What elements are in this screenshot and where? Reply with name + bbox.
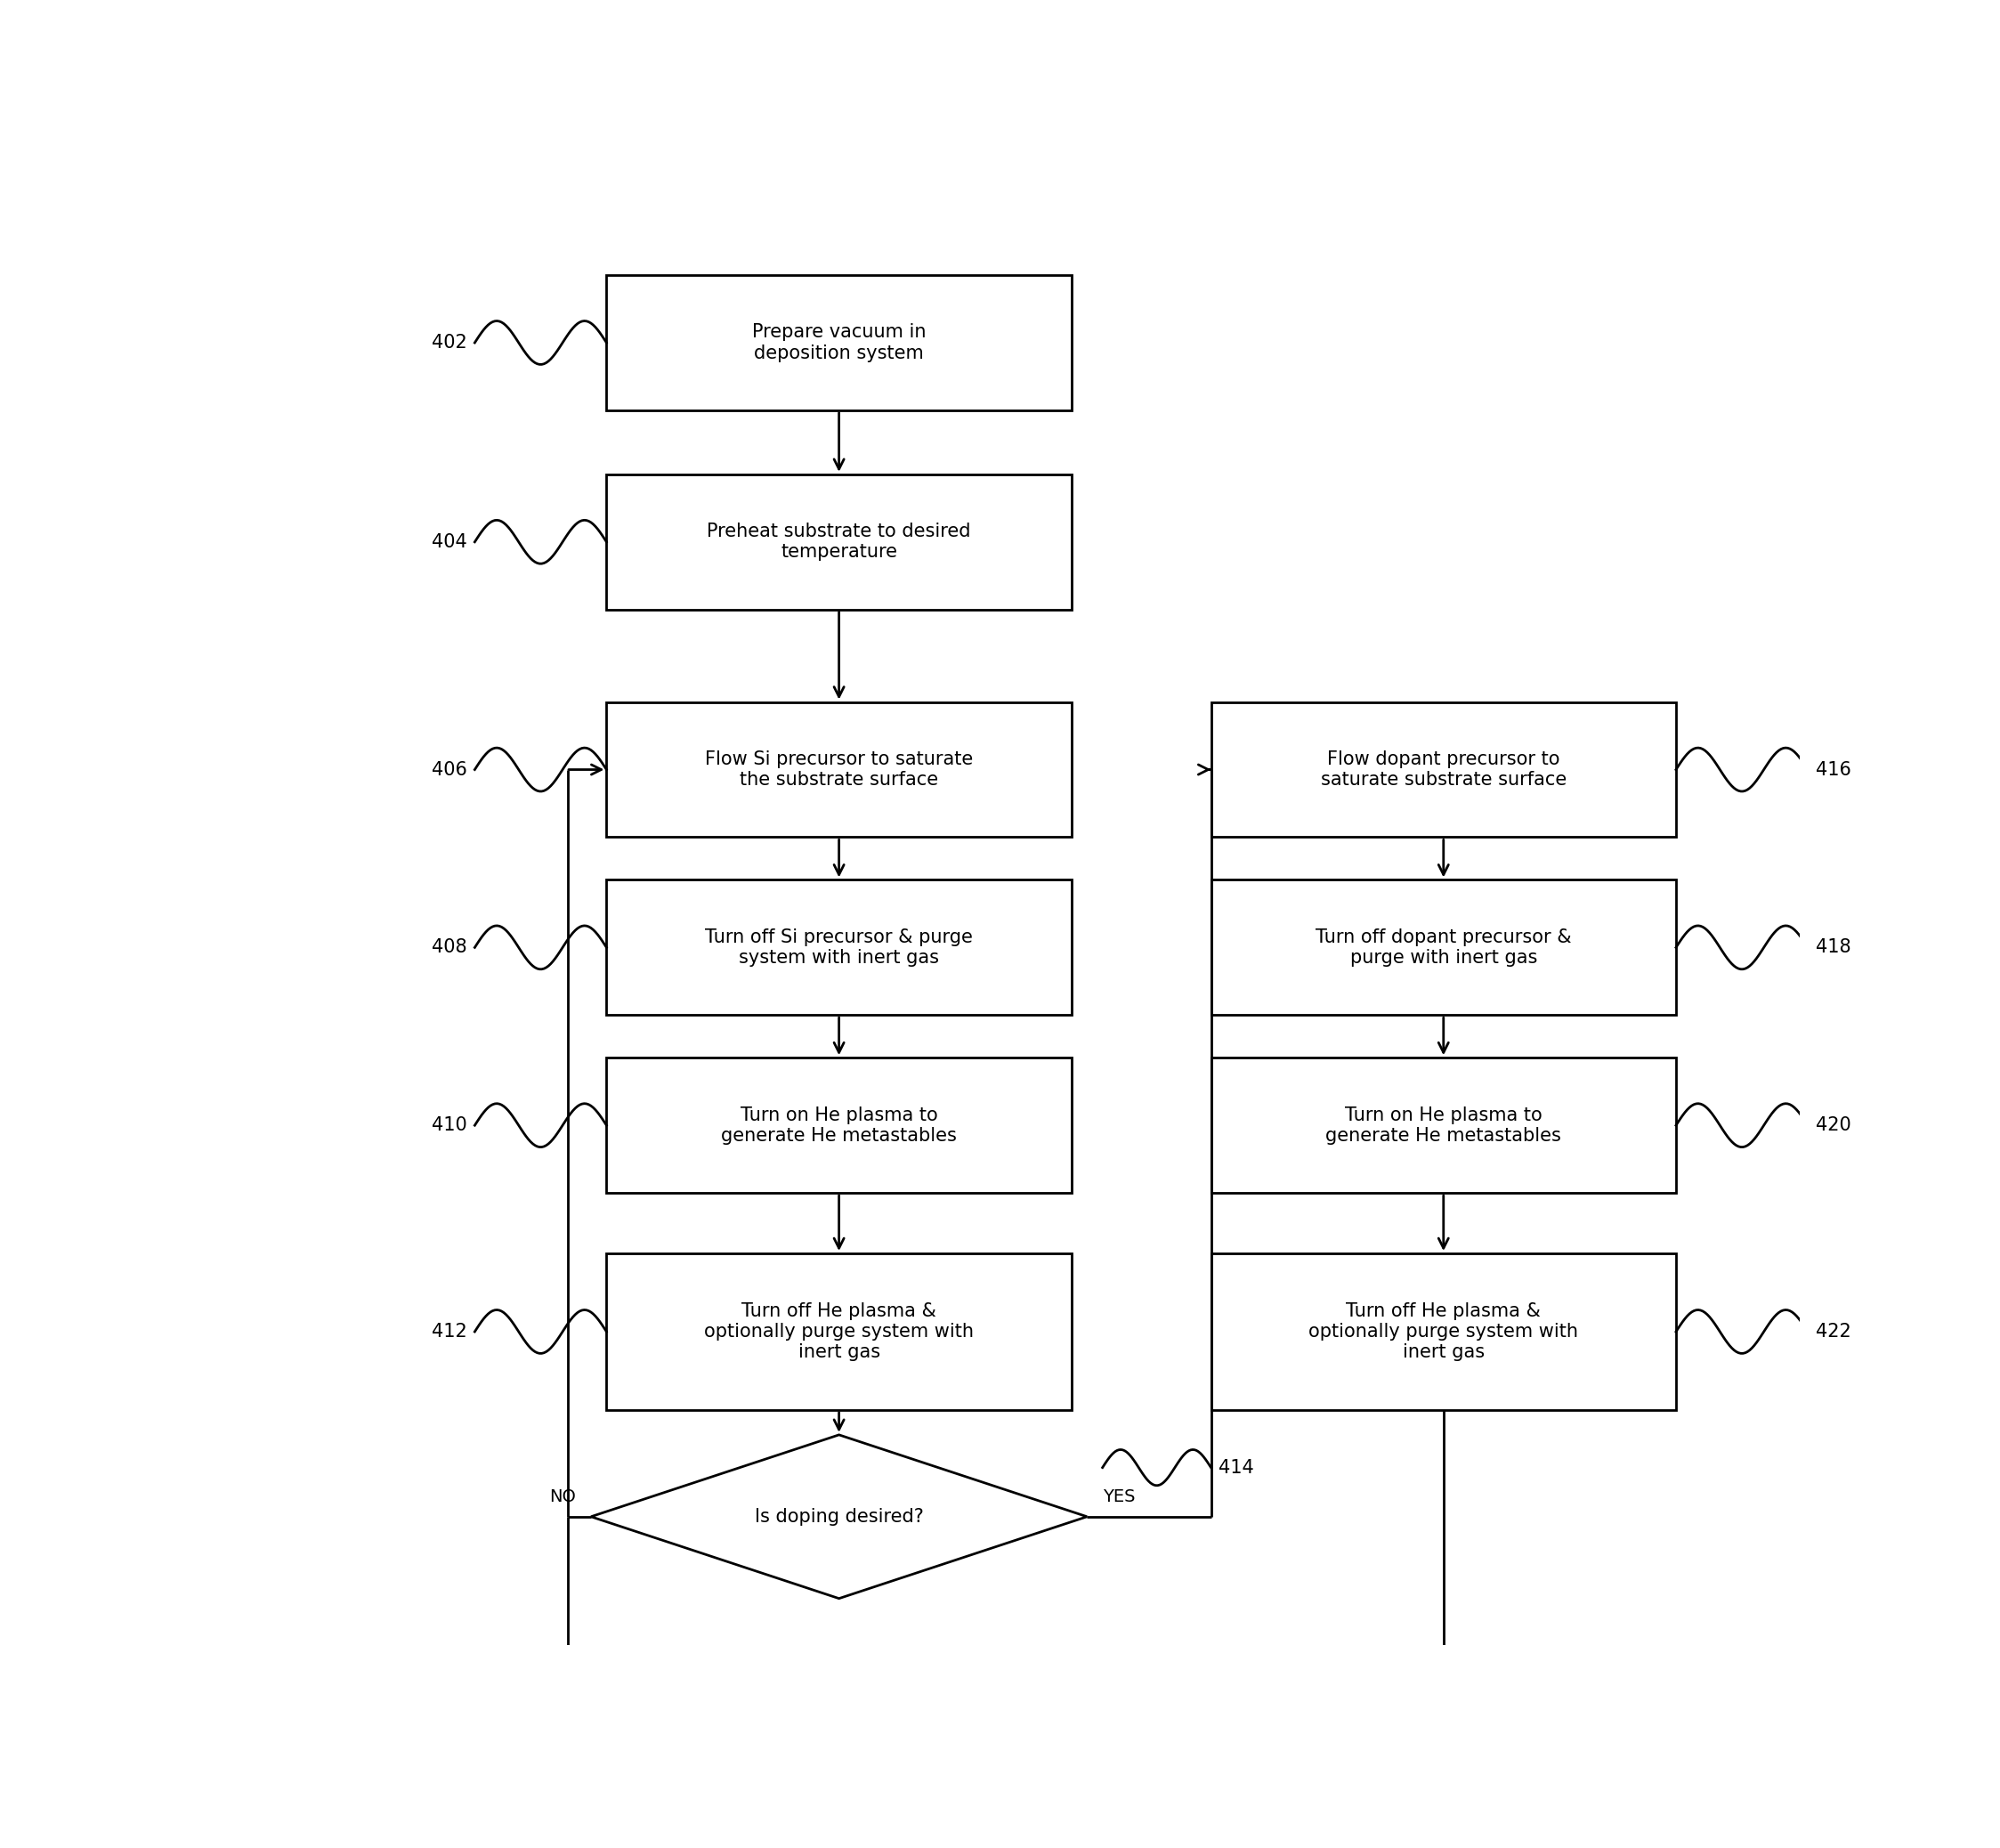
Bar [1210, 1057, 1676, 1194]
Text: Turn off Si precursor & purge
system with inert gas: Turn off Si precursor & purge system wit… [706, 928, 972, 967]
Text: 402: 402 [432, 334, 468, 351]
Polygon shape [592, 1434, 1088, 1599]
Bar [1210, 880, 1676, 1015]
Bar [606, 1057, 1072, 1194]
Text: 416: 416 [1816, 761, 1850, 778]
Text: Is doping desired?: Is doping desired? [754, 1508, 924, 1526]
Text: Turn off He plasma &
optionally purge system with
inert gas: Turn off He plasma & optionally purge sy… [704, 1303, 974, 1362]
Text: 404: 404 [432, 532, 468, 551]
Bar [1210, 1253, 1676, 1410]
Bar [606, 880, 1072, 1015]
Text: 412: 412 [432, 1323, 468, 1340]
Text: Turn off dopant precursor &
purge with inert gas: Turn off dopant precursor & purge with i… [1316, 928, 1572, 967]
Text: 422: 422 [1816, 1323, 1850, 1340]
Bar [606, 702, 1072, 837]
Bar [606, 475, 1072, 610]
Text: Turn on He plasma to
generate He metastables: Turn on He plasma to generate He metasta… [1326, 1107, 1562, 1144]
Text: 420: 420 [1816, 1116, 1850, 1135]
Text: Turn off He plasma &
optionally purge system with
inert gas: Turn off He plasma & optionally purge sy… [1308, 1303, 1578, 1362]
Bar [606, 1253, 1072, 1410]
Text: 410: 410 [432, 1116, 468, 1135]
Text: 406: 406 [432, 761, 468, 778]
Bar [606, 275, 1072, 410]
Text: YES: YES [1102, 1488, 1134, 1506]
Text: 414: 414 [1218, 1458, 1254, 1477]
Text: Flow dopant precursor to
saturate substrate surface: Flow dopant precursor to saturate substr… [1320, 750, 1566, 789]
Text: Prepare vacuum in
deposition system: Prepare vacuum in deposition system [752, 323, 926, 362]
Text: Turn on He plasma to
generate He metastables: Turn on He plasma to generate He metasta… [722, 1107, 956, 1144]
Text: Flow Si precursor to saturate
the substrate surface: Flow Si precursor to saturate the substr… [704, 750, 974, 789]
Text: 408: 408 [432, 939, 468, 957]
Text: 418: 418 [1816, 939, 1850, 957]
Bar [1210, 702, 1676, 837]
Text: Preheat substrate to desired
temperature: Preheat substrate to desired temperature [708, 523, 970, 562]
Text: NO: NO [548, 1488, 576, 1506]
